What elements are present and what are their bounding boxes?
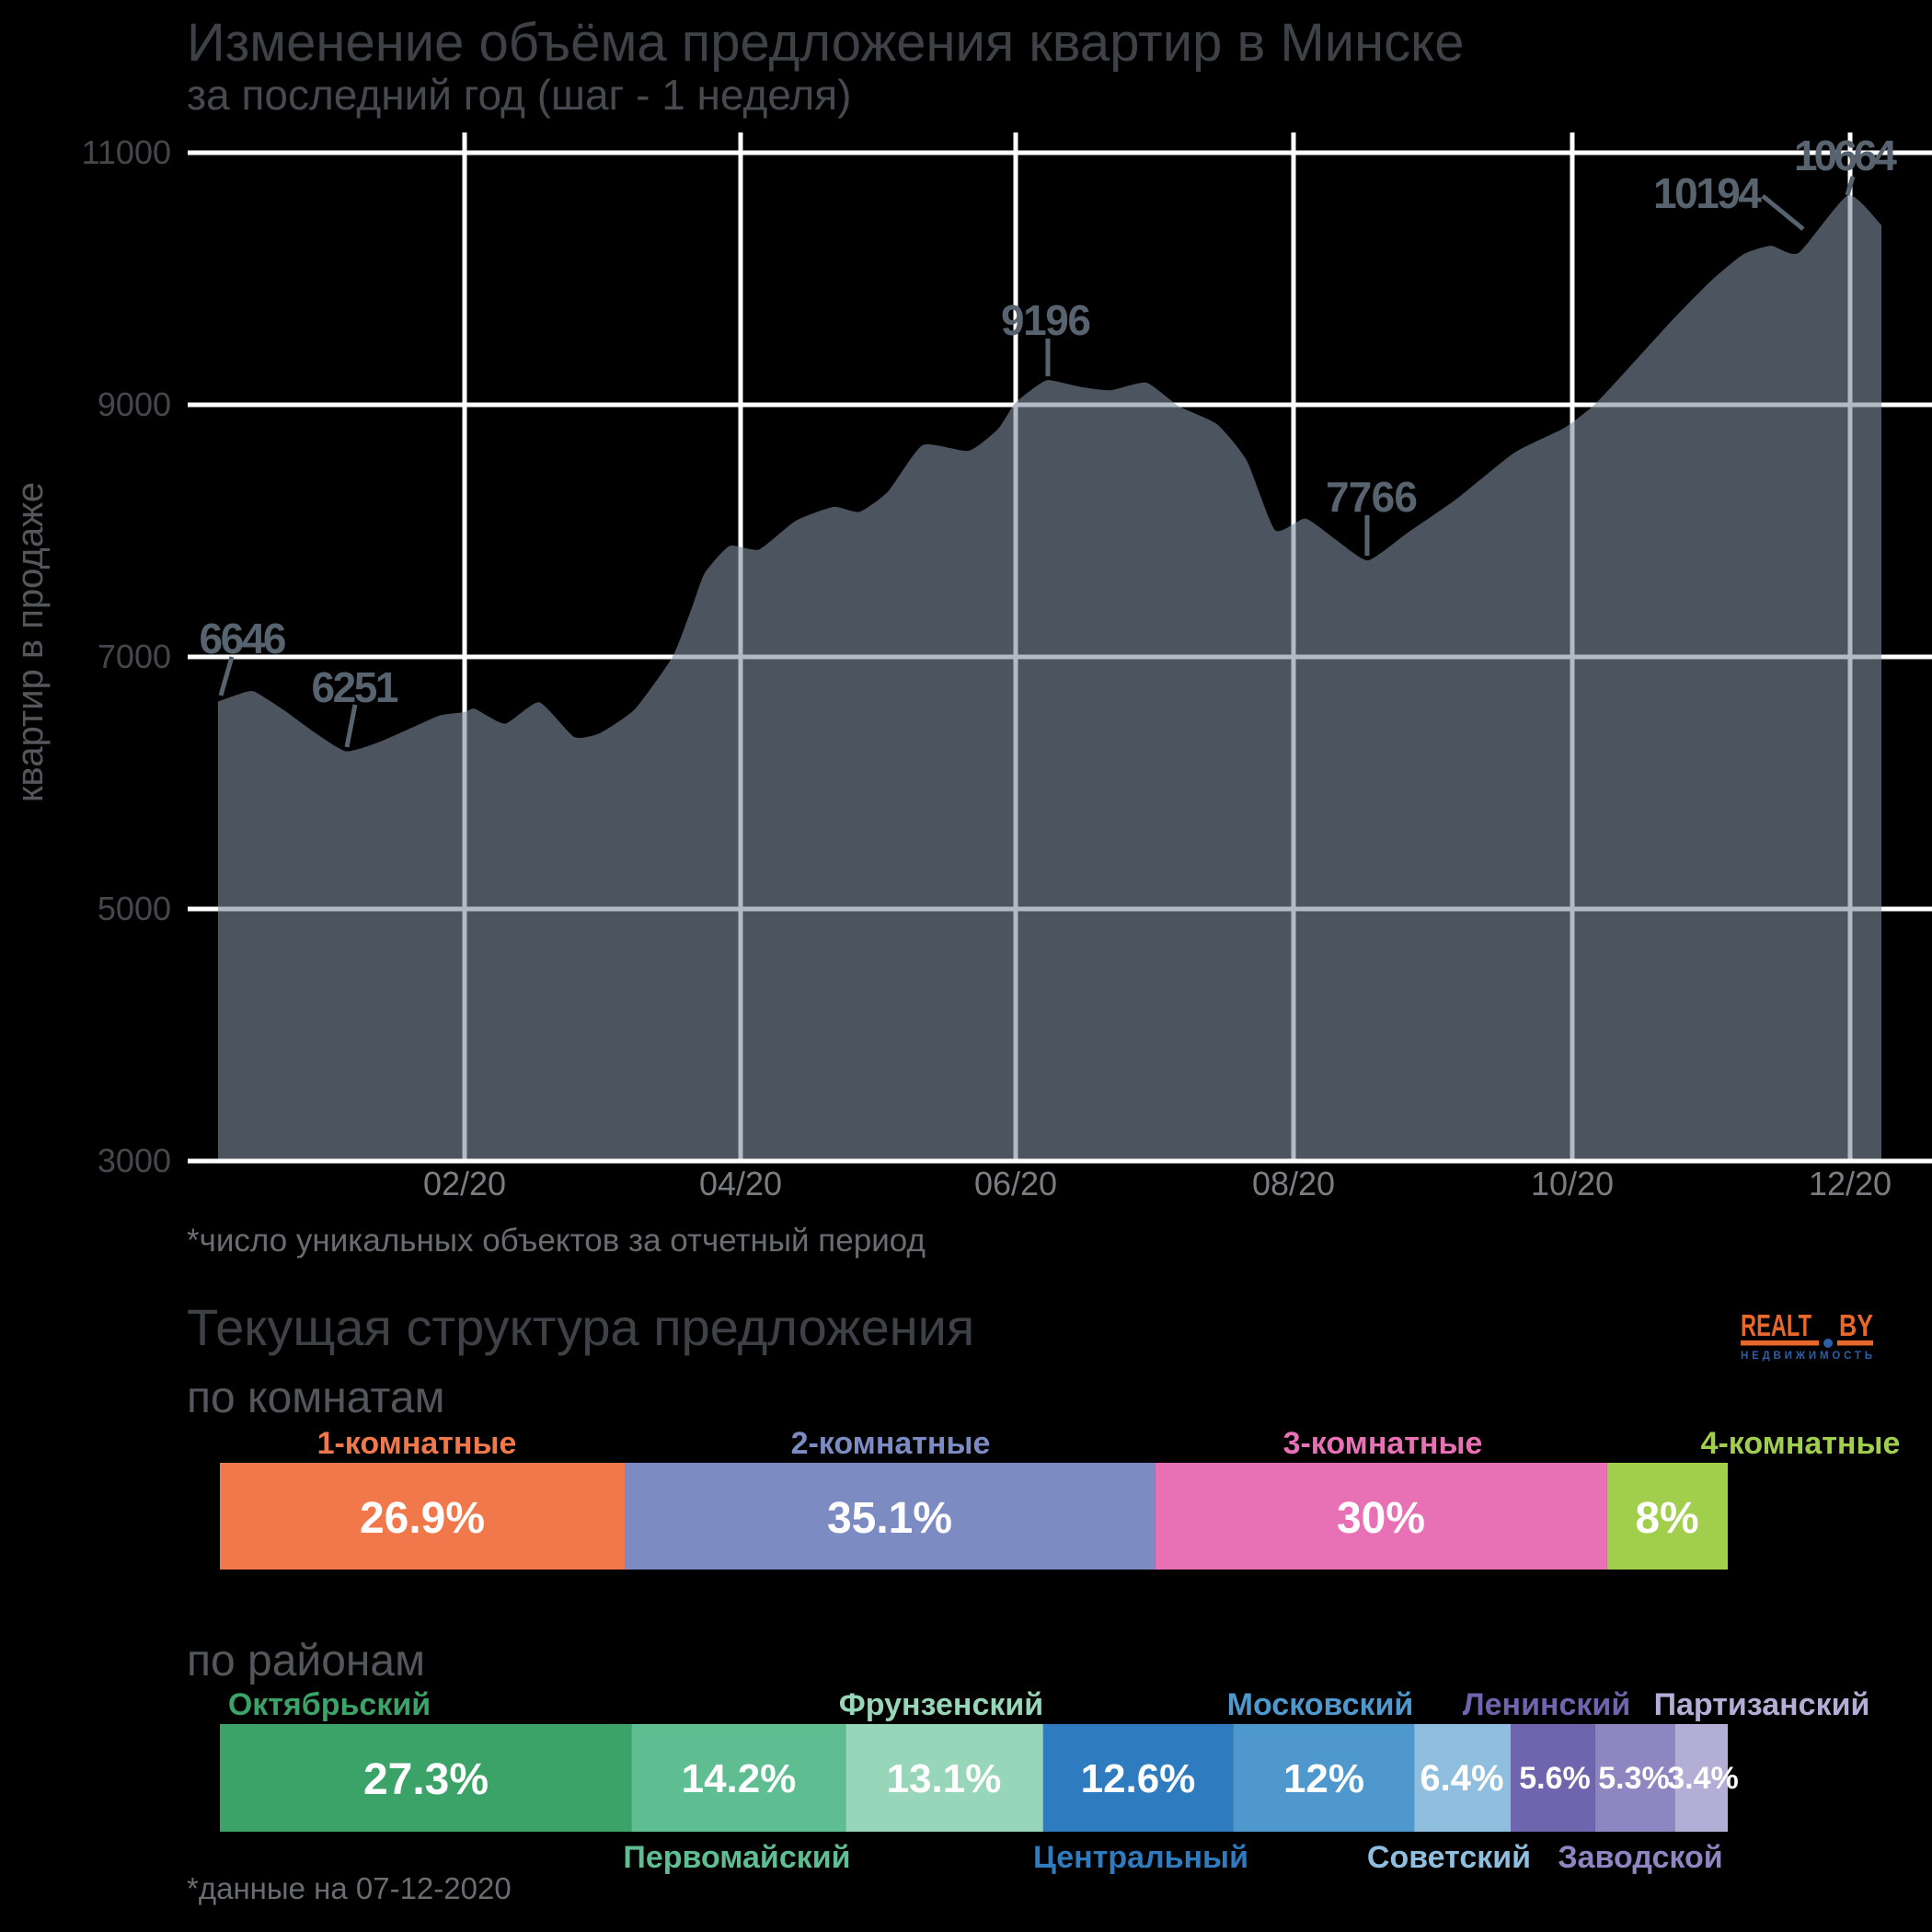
svg-text:30%: 30% xyxy=(1337,1494,1425,1543)
svg-text:26.9%: 26.9% xyxy=(360,1494,485,1543)
svg-text:REALT: REALT xyxy=(1741,1308,1811,1342)
svg-text:10/20: 10/20 xyxy=(1531,1165,1614,1202)
svg-text:14.2%: 14.2% xyxy=(682,1756,797,1801)
svg-text:Ленинский: Ленинский xyxy=(1463,1687,1630,1722)
svg-text:Фрунзенский: Фрунзенский xyxy=(839,1687,1043,1722)
svg-text:Советский: Советский xyxy=(1367,1840,1531,1875)
svg-text:*число уникальных объектов за: *число уникальных объектов за отчетный п… xyxy=(187,1223,926,1259)
svg-text:BY: BY xyxy=(1839,1308,1873,1342)
svg-text:6.4%: 6.4% xyxy=(1420,1758,1503,1799)
svg-text:7000: 7000 xyxy=(98,638,171,675)
svg-text:3000: 3000 xyxy=(98,1142,171,1179)
svg-text:13.1%: 13.1% xyxy=(887,1756,1002,1801)
svg-text:Первомайский: Первомайский xyxy=(623,1840,850,1875)
svg-text:Текущая структура предложения: Текущая структура предложения xyxy=(187,1298,974,1356)
svg-text:9000: 9000 xyxy=(98,385,171,423)
svg-text:5000: 5000 xyxy=(98,890,171,927)
svg-text:квартир в продаже: квартир в продаже xyxy=(10,482,51,802)
svg-text:10664: 10664 xyxy=(1794,132,1897,179)
svg-text:6646: 6646 xyxy=(200,615,287,662)
svg-text:Партизанский: Партизанский xyxy=(1654,1687,1870,1722)
svg-text:3-комнатные: 3-комнатные xyxy=(1283,1426,1483,1461)
svg-text:за последний год (шаг - 1 неде: за последний год (шаг - 1 неделя) xyxy=(187,71,852,119)
svg-text:5.3%: 5.3% xyxy=(1598,1761,1670,1796)
svg-text:11000: 11000 xyxy=(82,133,171,171)
svg-text:10194: 10194 xyxy=(1653,169,1762,217)
svg-text:12.6%: 12.6% xyxy=(1081,1756,1196,1801)
svg-text:8%: 8% xyxy=(1635,1494,1698,1543)
svg-text:02/20: 02/20 xyxy=(423,1165,506,1202)
svg-text:08/20: 08/20 xyxy=(1252,1165,1335,1202)
svg-text:по районам: по районам xyxy=(187,1637,425,1685)
svg-text:7766: 7766 xyxy=(1326,473,1418,521)
svg-text:Изменение объёма предложения к: Изменение объёма предложения квартир в М… xyxy=(187,13,1464,73)
svg-text:35.1%: 35.1% xyxy=(827,1494,952,1543)
svg-text:12%: 12% xyxy=(1283,1756,1364,1801)
svg-text:27.3%: 27.3% xyxy=(363,1755,489,1804)
svg-text:06/20: 06/20 xyxy=(974,1165,1057,1202)
svg-text:1-комнатные: 1-комнатные xyxy=(317,1426,517,1461)
svg-text:Центральный: Центральный xyxy=(1033,1840,1248,1875)
svg-text:по комнатам: по комнатам xyxy=(187,1374,445,1422)
svg-text:04/20: 04/20 xyxy=(699,1165,782,1202)
svg-text:6251: 6251 xyxy=(312,663,399,711)
svg-text:9196: 9196 xyxy=(1001,296,1091,344)
svg-text:12/20: 12/20 xyxy=(1809,1165,1892,1202)
svg-text:4-комнатные: 4-комнатные xyxy=(1701,1426,1901,1461)
svg-text:Московский: Московский xyxy=(1227,1687,1414,1722)
svg-text:3.4%: 3.4% xyxy=(1667,1761,1739,1796)
svg-text:Октябрьский: Октябрьский xyxy=(228,1687,431,1722)
svg-text:2-комнатные: 2-комнатные xyxy=(791,1426,991,1461)
svg-text:Заводской: Заводской xyxy=(1558,1840,1722,1875)
svg-text:*данные на 07-12-2020: *данные на 07-12-2020 xyxy=(187,1871,512,1905)
svg-text:5.6%: 5.6% xyxy=(1519,1761,1591,1796)
